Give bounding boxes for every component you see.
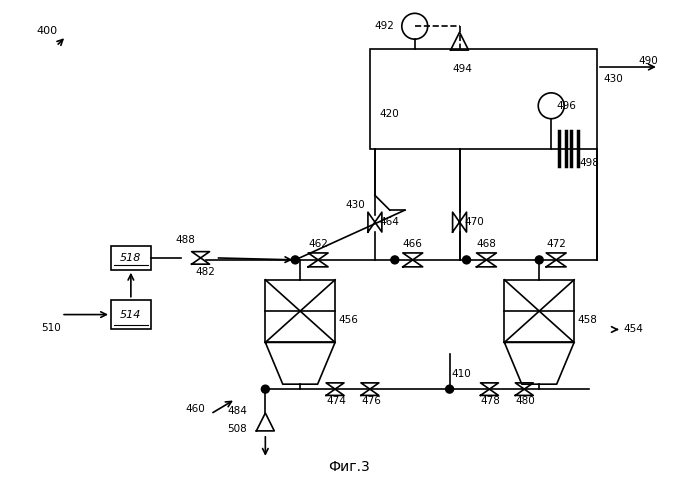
Text: 488: 488 xyxy=(175,235,196,245)
Bar xyxy=(505,280,574,342)
Text: 474: 474 xyxy=(326,396,346,406)
Text: 464: 464 xyxy=(380,217,400,227)
Text: 494: 494 xyxy=(452,64,473,74)
Text: 510: 510 xyxy=(41,323,61,334)
Text: 472: 472 xyxy=(546,239,566,249)
Text: 462: 462 xyxy=(308,239,328,249)
Text: 468: 468 xyxy=(477,239,496,249)
Text: 466: 466 xyxy=(403,239,423,249)
Circle shape xyxy=(291,256,299,264)
Text: 456: 456 xyxy=(338,315,358,324)
Text: 480: 480 xyxy=(515,396,535,406)
Text: Фиг.3: Фиг.3 xyxy=(328,460,370,474)
Text: 490: 490 xyxy=(639,56,658,66)
Text: 508: 508 xyxy=(228,424,247,434)
Text: 430: 430 xyxy=(345,200,365,210)
Circle shape xyxy=(535,256,543,264)
Text: 400: 400 xyxy=(36,26,57,36)
Bar xyxy=(111,246,151,270)
Text: 460: 460 xyxy=(186,404,206,414)
Text: 476: 476 xyxy=(361,396,381,406)
Circle shape xyxy=(446,385,454,393)
Circle shape xyxy=(391,256,399,264)
Text: 496: 496 xyxy=(556,101,576,111)
Text: 484: 484 xyxy=(228,406,247,416)
Text: 458: 458 xyxy=(577,315,597,324)
Text: 478: 478 xyxy=(480,396,500,406)
Text: 498: 498 xyxy=(579,159,599,168)
Text: 514: 514 xyxy=(120,309,142,320)
Text: 454: 454 xyxy=(624,324,644,335)
Bar xyxy=(370,49,597,148)
Text: 492: 492 xyxy=(375,21,395,31)
Text: 420: 420 xyxy=(380,109,400,119)
Text: 410: 410 xyxy=(452,369,471,379)
Circle shape xyxy=(261,385,269,393)
Text: 430: 430 xyxy=(603,74,623,84)
Text: 518: 518 xyxy=(120,253,142,263)
Bar xyxy=(266,280,335,342)
Text: 482: 482 xyxy=(196,267,215,277)
Bar xyxy=(111,300,151,330)
Circle shape xyxy=(463,256,470,264)
Text: 470: 470 xyxy=(465,217,484,227)
